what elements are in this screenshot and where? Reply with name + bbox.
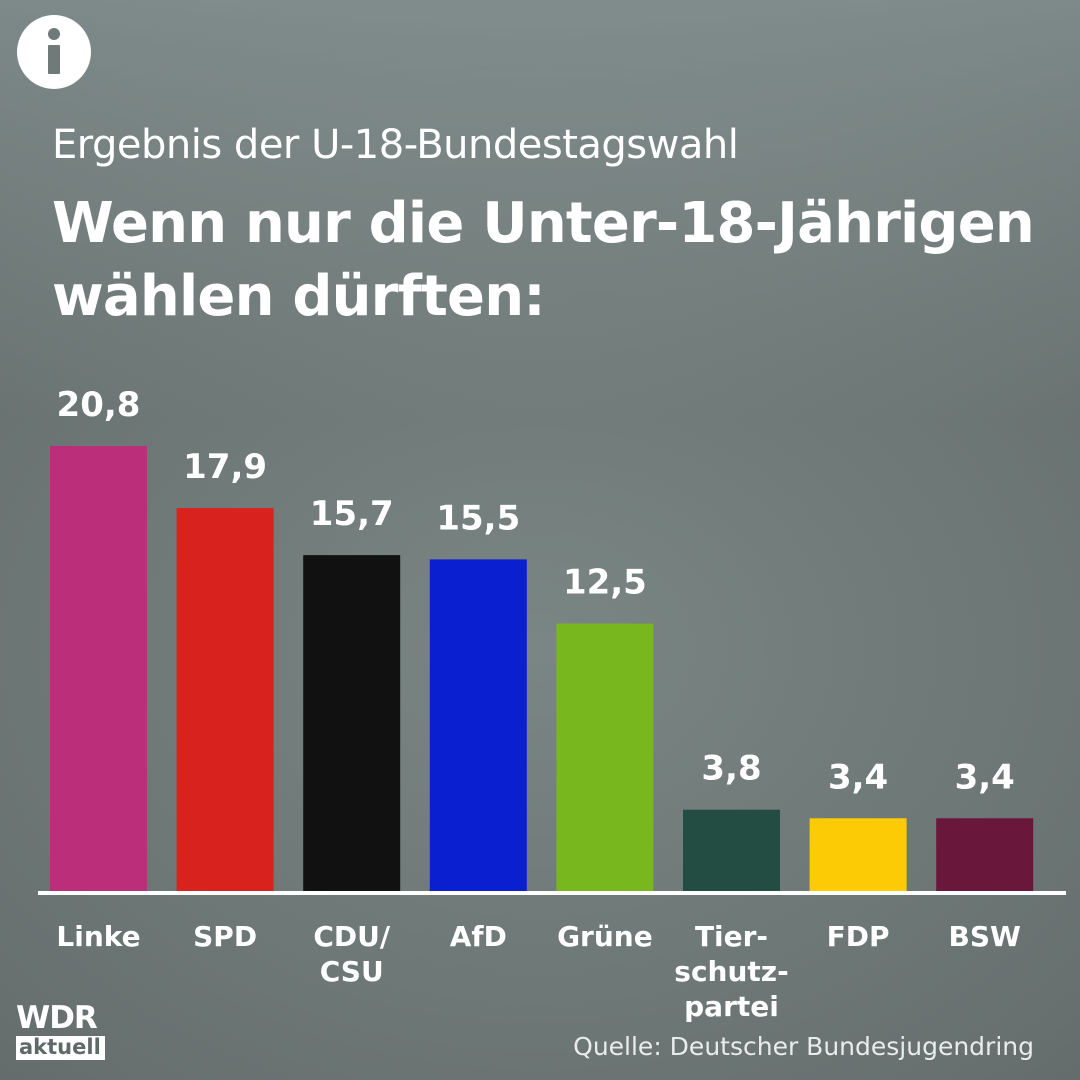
source-note: Quelle: Deutscher Bundesjugendring: [573, 1032, 1034, 1061]
info-icon[interactable]: [17, 15, 91, 89]
bar-tierschutzpartei: [683, 809, 780, 891]
category-label-afd: AfD: [450, 920, 507, 953]
x-axis-baseline: [38, 891, 1066, 895]
bar-linke: [50, 446, 147, 891]
value-label-cdu-csu: 15,7: [310, 494, 394, 534]
category-label-spd: SPD: [193, 920, 257, 953]
category-label-tierschutzpartei: Tier-schutz-partei: [674, 920, 788, 1023]
value-label-spd: 17,9: [183, 447, 267, 487]
value-label-afd: 15,5: [436, 498, 520, 538]
bar-cdu-csu: [303, 555, 401, 891]
category-label-bsw: BSW: [948, 920, 1021, 953]
category-label-cdu-csu: CDU/CSU: [313, 920, 391, 988]
chart-title-line-1: Wenn nur die Unter-18-Jährigen: [52, 191, 1035, 256]
value-label-linke: 20,8: [57, 385, 141, 425]
chart-title-line-2: wählen dürften:: [52, 263, 546, 329]
category-label-linke: Linke: [56, 920, 140, 953]
category-label-fdp: FDP: [827, 920, 890, 953]
chart-title: Wenn nur die Unter-18-Jährigen wählen dü…: [52, 188, 1035, 334]
logo-aktuell-text: aktuell: [16, 1036, 105, 1060]
value-label-tierschutzpartei: 3,8: [701, 749, 761, 789]
value-label-fdp: 3,4: [828, 757, 888, 797]
logo-wdr-text: WDR: [16, 1000, 98, 1036]
info-glyph: [48, 28, 60, 74]
bar-afd: [429, 559, 527, 891]
value-label-bsw: 3,4: [955, 757, 1015, 797]
bar-bsw: [936, 818, 1034, 891]
value-label-gr-ne: 12,5: [563, 563, 647, 603]
wdr-aktuell-logo: WDR aktuell: [16, 1003, 108, 1060]
bar-fdp: [809, 818, 907, 891]
bar-spd: [176, 508, 274, 891]
background-glow: [0, 0, 1080, 420]
category-label-gr-ne: Grüne: [557, 920, 653, 953]
bar-gr-ne: [556, 623, 654, 891]
chart-subtitle: Ergebnis der U-18-Bundestagswahl: [52, 122, 739, 168]
